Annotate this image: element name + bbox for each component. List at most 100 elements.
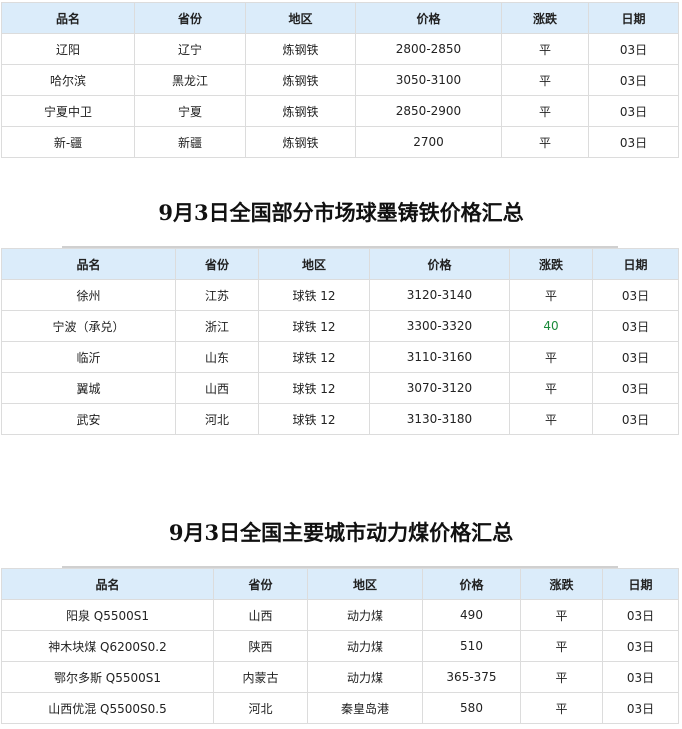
table-row: 翼城 山西 球铁 12 3070-3120 平 03日	[1, 372, 679, 404]
table-row: 新-疆 新疆 炼钢铁 2700 平 03日	[1, 126, 679, 158]
table-header: 品名 省份 地区 价格 涨跌 日期	[1, 568, 679, 600]
cell-change: 平	[509, 341, 593, 373]
cell-name: 翼城	[1, 372, 176, 404]
cell-province: 浙江	[175, 310, 259, 342]
table-row: 哈尔滨 黑龙江 炼钢铁 3050-3100 平 03日	[1, 64, 679, 96]
cell-price: 3110-3160	[369, 341, 510, 373]
cell-price: 3050-3100	[355, 64, 502, 96]
cell-change: 平	[520, 630, 603, 662]
cell-name: 武安	[1, 403, 176, 435]
cell-price: 365-375	[422, 661, 521, 693]
table-row: 山西优混 Q5500S0.5 河北 秦皇岛港 580 平 03日	[1, 692, 679, 724]
table-iron: 品名 省份 地区 价格 涨跌 日期 辽阳 辽宁 炼钢铁 2800-2850 平 03日 哈尔滨 黑龙江 炼钢…	[1, 2, 679, 158]
cell-price: 2800-2850	[355, 33, 502, 65]
cell-region: 秦皇岛港	[307, 692, 423, 724]
section-title-ductile-iron: 9月3日全国部分市场球墨铸铁价格汇总	[158, 200, 524, 225]
table-thermal-coal: 品名 省份 地区 价格 涨跌 日期 阳泉 Q5500S1 山西 动力煤 490 平 03日 神木块煤 Q…	[1, 568, 679, 724]
table-row: 徐州 江苏 球铁 12 3120-3140 平 03日	[1, 279, 679, 311]
cell-date: 03日	[592, 403, 679, 435]
cell-name: 辽阳	[1, 33, 135, 65]
cell-price: 3130-3180	[369, 403, 510, 435]
table-ductile-iron: 品名 省份 地区 价格 涨跌 日期 徐州 江苏 球铁 12 3120-3140 平 03日 宁波（承兑）…	[1, 248, 679, 435]
cell-province: 山西	[175, 372, 259, 404]
column-header-province: 省份	[175, 248, 259, 280]
table-row: 辽阳 辽宁 炼钢铁 2800-2850 平 03日	[1, 33, 679, 65]
cell-name: 宁夏中卫	[1, 95, 135, 127]
cell-price: 580	[422, 692, 521, 724]
cell-price: 3070-3120	[369, 372, 510, 404]
table-row: 鄂尔多斯 Q5500S1 内蒙古 动力煤 365-375 平 03日	[1, 661, 679, 693]
cell-price: 510	[422, 630, 521, 662]
cell-province: 河北	[175, 403, 259, 435]
divider	[62, 246, 618, 248]
cell-name: 宁波（承兑）	[1, 310, 176, 342]
cell-region: 炼钢铁	[245, 95, 356, 127]
cell-price: 490	[422, 599, 521, 631]
cell-name: 新-疆	[1, 126, 135, 158]
cell-change: 平	[509, 279, 593, 311]
cell-change: 平	[501, 95, 589, 127]
cell-date: 03日	[592, 372, 679, 404]
cell-region: 炼钢铁	[245, 64, 356, 96]
cell-change: 平	[501, 64, 589, 96]
column-header-price: 价格	[369, 248, 510, 280]
cell-region: 动力煤	[307, 630, 423, 662]
table-row: 宁波（承兑） 浙江 球铁 12 3300-3320 40 03日	[1, 310, 679, 342]
cell-province: 河北	[213, 692, 308, 724]
cell-region: 动力煤	[307, 661, 423, 693]
column-header-date: 日期	[588, 2, 679, 34]
cell-name: 徐州	[1, 279, 176, 311]
cell-date: 03日	[602, 630, 679, 662]
cell-name: 哈尔滨	[1, 64, 135, 96]
cell-date: 03日	[588, 64, 679, 96]
cell-name: 临沂	[1, 341, 176, 373]
cell-date: 03日	[592, 310, 679, 342]
cell-region: 球铁 12	[258, 310, 370, 342]
column-header-date: 日期	[602, 568, 679, 600]
cell-province: 黑龙江	[134, 64, 246, 96]
cell-change: 40	[509, 310, 593, 342]
divider	[62, 566, 618, 568]
cell-price: 2700	[355, 126, 502, 158]
table-row: 临沂 山东 球铁 12 3110-3160 平 03日	[1, 341, 679, 373]
cell-change: 平	[520, 599, 603, 631]
cell-date: 03日	[602, 692, 679, 724]
cell-province: 新疆	[134, 126, 246, 158]
cell-province: 江苏	[175, 279, 259, 311]
column-header-change: 涨跌	[520, 568, 603, 600]
cell-region: 炼钢铁	[245, 126, 356, 158]
table-row: 阳泉 Q5500S1 山西 动力煤 490 平 03日	[1, 599, 679, 631]
cell-date: 03日	[602, 661, 679, 693]
cell-province: 辽宁	[134, 33, 246, 65]
column-header-name: 品名	[1, 248, 176, 280]
cell-price: 3300-3320	[369, 310, 510, 342]
cell-province: 山东	[175, 341, 259, 373]
cell-province: 宁夏	[134, 95, 246, 127]
table-row: 宁夏中卫 宁夏 炼钢铁 2850-2900 平 03日	[1, 95, 679, 127]
cell-date: 03日	[592, 279, 679, 311]
cell-name: 鄂尔多斯 Q5500S1	[1, 661, 214, 693]
cell-region: 球铁 12	[258, 341, 370, 373]
cell-province: 陕西	[213, 630, 308, 662]
cell-name: 阳泉 Q5500S1	[1, 599, 214, 631]
column-header-change: 涨跌	[501, 2, 589, 34]
cell-date: 03日	[588, 95, 679, 127]
cell-date: 03日	[592, 341, 679, 373]
cell-name: 神木块煤 Q6200S0.2	[1, 630, 214, 662]
column-header-price: 价格	[355, 2, 502, 34]
cell-region: 动力煤	[307, 599, 423, 631]
table-header: 品名 省份 地区 价格 涨跌 日期	[1, 248, 679, 280]
cell-change: 平	[520, 692, 603, 724]
cell-change: 平	[501, 33, 589, 65]
column-header-region: 地区	[245, 2, 356, 34]
cell-change: 平	[520, 661, 603, 693]
column-header-name: 品名	[1, 568, 214, 600]
cell-change: 平	[509, 403, 593, 435]
column-header-region: 地区	[307, 568, 423, 600]
cell-change: 平	[501, 126, 589, 158]
cell-region: 球铁 12	[258, 403, 370, 435]
cell-date: 03日	[602, 599, 679, 631]
table-header: 品名 省份 地区 价格 涨跌 日期	[1, 2, 679, 34]
cell-province: 山西	[213, 599, 308, 631]
column-header-province: 省份	[213, 568, 308, 600]
